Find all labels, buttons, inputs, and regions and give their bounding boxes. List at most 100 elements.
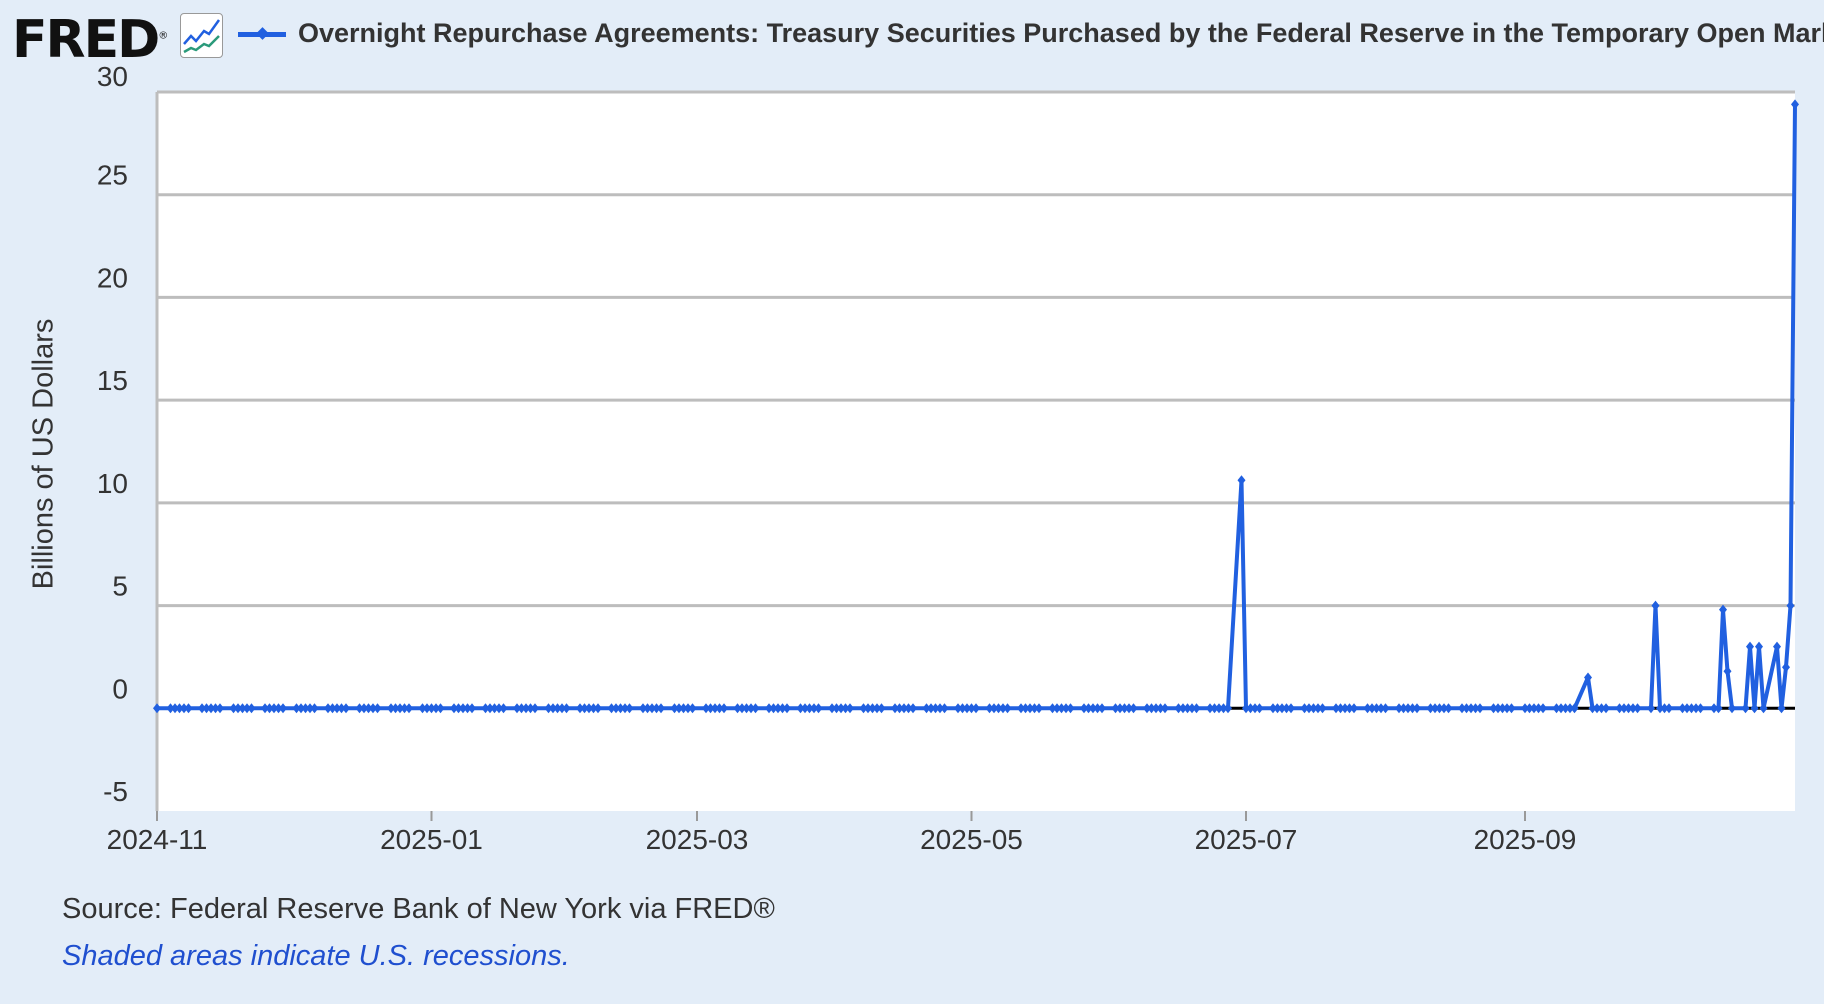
data-point [702, 703, 710, 714]
data-point [832, 703, 841, 714]
data-point [243, 703, 251, 714]
data-point [1444, 703, 1453, 714]
data-point [558, 703, 566, 714]
data-point [1467, 703, 1475, 714]
data-point [904, 703, 913, 714]
data-point [490, 703, 499, 714]
data-point [1093, 703, 1102, 714]
data-point [1525, 703, 1534, 714]
graph-icon[interactable] [180, 13, 223, 58]
data-point [1372, 703, 1381, 714]
data-point [859, 703, 868, 714]
data-point [765, 703, 773, 714]
data-point [828, 703, 836, 714]
data-point [1336, 703, 1345, 714]
data-point [1665, 703, 1673, 714]
data-point [738, 703, 746, 714]
data-point [207, 703, 215, 714]
data-point [495, 703, 503, 714]
data-point [679, 703, 688, 714]
data-point [1471, 703, 1480, 714]
data-point [936, 703, 944, 714]
data-point [1242, 703, 1250, 714]
data-point [328, 703, 337, 714]
data-point [1269, 703, 1277, 714]
data-point [1156, 703, 1165, 714]
x-tick-label: 2025-07 [1195, 824, 1298, 855]
data-point [585, 703, 593, 714]
data-point [1278, 703, 1286, 714]
data-point [715, 703, 724, 714]
data-point [643, 703, 652, 714]
data-point [387, 703, 395, 714]
data-point [1206, 703, 1214, 714]
data-point [1539, 703, 1547, 714]
data-point [616, 703, 625, 714]
data-point [1318, 703, 1327, 714]
data-point [432, 703, 440, 714]
data-point [562, 703, 571, 714]
data-point [1179, 703, 1187, 714]
data-point [769, 703, 778, 714]
data-point [1035, 703, 1043, 714]
data-point [1458, 703, 1466, 714]
data-point [1143, 703, 1151, 714]
data-point [1498, 703, 1507, 714]
data-point [1057, 703, 1066, 714]
data-point [1651, 600, 1660, 611]
data-point [909, 703, 917, 714]
data-point [1521, 703, 1529, 714]
data-point [1147, 703, 1156, 714]
data-point [1161, 703, 1169, 714]
data-point [1314, 703, 1322, 714]
data-point [648, 703, 656, 714]
data-point [900, 703, 908, 714]
data-point [1273, 703, 1282, 714]
data-point [711, 703, 719, 714]
data-point [549, 703, 557, 714]
data-point [1782, 662, 1790, 673]
data-point [895, 703, 904, 714]
data-point [1251, 703, 1259, 714]
data-point [171, 703, 179, 714]
data-point [706, 703, 715, 714]
data-point [1755, 641, 1763, 652]
y-axis-label: Billions of US Dollars [27, 318, 60, 590]
data-point [1696, 703, 1705, 714]
data-point [999, 703, 1007, 714]
data-point [1183, 703, 1192, 714]
data-point [814, 703, 823, 714]
data-point [1534, 703, 1543, 714]
data-point [274, 703, 283, 714]
data-point [544, 703, 553, 714]
data-point [1021, 703, 1030, 714]
data-point [1588, 703, 1597, 714]
data-point [684, 703, 692, 714]
data-point [1786, 600, 1795, 611]
data-point [463, 703, 472, 714]
data-point [517, 703, 526, 714]
data-point [1660, 703, 1669, 714]
data-point [1030, 703, 1039, 714]
data-point [1080, 703, 1088, 714]
data-point [639, 703, 647, 714]
data-point [216, 703, 224, 714]
y-tick-label: 5 [112, 571, 128, 602]
data-point [459, 703, 467, 714]
data-point [1530, 703, 1538, 714]
fred-logo[interactable]: FRED® [12, 10, 168, 70]
data-point [1503, 703, 1511, 714]
data-point [1377, 703, 1385, 714]
data-point [657, 703, 665, 714]
data-point [805, 703, 814, 714]
data-point [1791, 99, 1799, 110]
x-tick-label: 2025-09 [1474, 824, 1577, 855]
data-point [373, 703, 382, 714]
data-point [1557, 703, 1565, 714]
data-point [1710, 703, 1718, 714]
data-point [1431, 703, 1439, 714]
data-point [621, 703, 629, 714]
data-point [1219, 703, 1228, 714]
data-point [1098, 703, 1106, 714]
